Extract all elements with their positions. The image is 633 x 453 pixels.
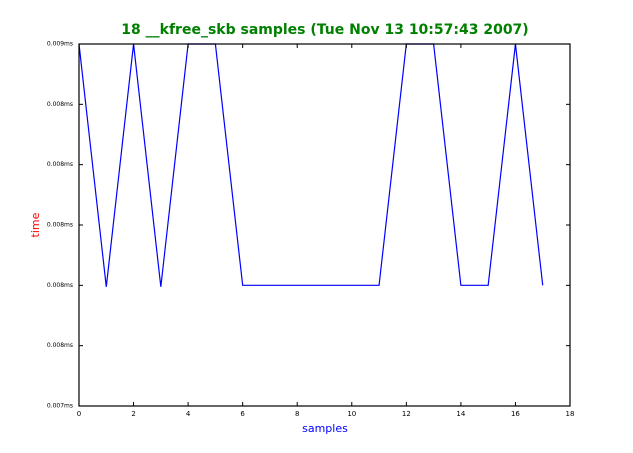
x-tick-label: 10 bbox=[347, 410, 356, 418]
x-tick-label: 2 bbox=[131, 410, 135, 418]
x-tick-label: 12 bbox=[402, 410, 411, 418]
x-tick-label: 0 bbox=[77, 410, 81, 418]
y-tick-label: 0.008ms bbox=[47, 161, 73, 168]
y-tick-label: 0.007ms bbox=[47, 403, 73, 410]
y-tick-label: 0.008ms bbox=[47, 222, 73, 229]
y-axis-label: time bbox=[29, 212, 42, 237]
y-tick-label: 0.008ms bbox=[47, 282, 73, 289]
data-line bbox=[78, 43, 544, 287]
x-tick-label: 16 bbox=[511, 410, 520, 418]
y-tick-label: 0.008ms bbox=[47, 342, 73, 349]
x-tick-label: 8 bbox=[295, 410, 299, 418]
x-tick-label: 18 bbox=[566, 410, 575, 418]
x-tick-label: 4 bbox=[186, 410, 191, 418]
x-tick-label: 14 bbox=[456, 410, 465, 418]
chart-title: 18 __kfree_skb samples (Tue Nov 13 10:57… bbox=[121, 22, 528, 38]
y-tick-label: 0.008ms bbox=[47, 101, 73, 108]
x-axis-label: samples bbox=[302, 422, 348, 435]
x-tick-label: 6 bbox=[240, 410, 245, 418]
y-tick-label: 0.009ms bbox=[47, 41, 73, 48]
